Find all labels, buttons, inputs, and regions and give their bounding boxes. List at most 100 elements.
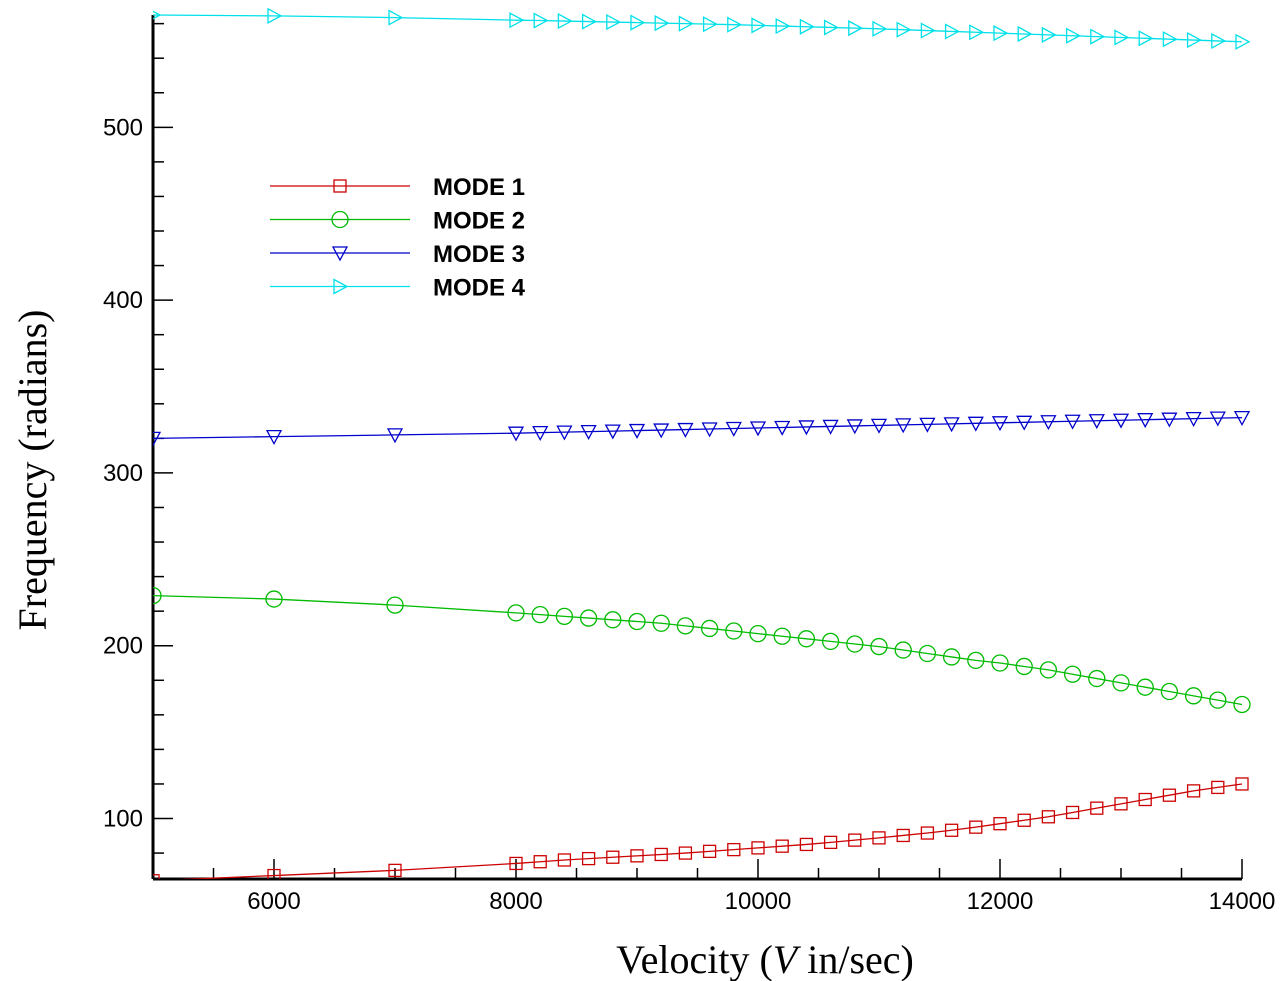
data-point (870, 637, 888, 656)
x-tick-label: 6000 (247, 888, 300, 915)
data-point (1184, 687, 1203, 705)
data-point (652, 614, 670, 632)
data-point (267, 7, 283, 24)
data-point (1112, 674, 1130, 692)
data-point (894, 641, 912, 659)
data-point (774, 420, 791, 436)
legend-item-3: MODE 3 (270, 241, 525, 268)
data-point (797, 630, 816, 648)
data-point (555, 607, 574, 625)
data-point (678, 846, 693, 860)
data-point (1233, 695, 1251, 714)
data-point (751, 841, 765, 855)
legend-item-2: MODE 2 (270, 208, 525, 235)
data-point (920, 22, 936, 39)
data-point (1136, 678, 1154, 696)
data-point (604, 611, 622, 629)
data-point (153, 586, 162, 605)
data-point (581, 851, 596, 866)
data-point (943, 417, 960, 433)
data-point (702, 844, 717, 859)
data-point (533, 855, 547, 869)
x-tick-label: 8000 (489, 888, 542, 915)
data-point (1209, 691, 1227, 709)
data-point (944, 23, 960, 40)
data-point (918, 644, 937, 663)
data-point (823, 835, 838, 850)
data-point (967, 651, 985, 670)
data-point (823, 19, 839, 36)
data-point (532, 426, 549, 442)
data-point (1138, 792, 1152, 807)
legend-label: MODE 3 (433, 241, 525, 268)
data-point (848, 833, 862, 847)
data-point (1039, 661, 1058, 679)
data-point (153, 431, 162, 447)
data-point (1137, 413, 1154, 429)
legend-label: MODE 1 (433, 174, 525, 201)
data-point (533, 12, 549, 29)
data-point (1160, 682, 1179, 701)
data-point (846, 635, 864, 653)
y-tick-label: 100 (103, 806, 143, 833)
data-point (727, 842, 741, 857)
data-point (557, 853, 572, 867)
data-point (265, 429, 283, 446)
data-point (1235, 33, 1251, 50)
axes: 100 200 300 400 500 6000 8000 10000 12000 14000 (103, 15, 1275, 915)
data-point (1114, 29, 1130, 46)
series-4 (153, 7, 1251, 50)
data-point (267, 868, 281, 879)
data-point (1162, 31, 1178, 48)
data-point (1040, 415, 1057, 431)
legend-label: MODE 2 (433, 208, 525, 235)
y-axis-title: Frequency (radians) (10, 310, 55, 631)
data-point (1041, 810, 1056, 824)
data-point (654, 847, 668, 862)
data-point (969, 820, 983, 834)
data-point (1065, 805, 1080, 820)
data-point (991, 654, 1009, 672)
series-line (153, 594, 1243, 706)
data-point (749, 421, 767, 437)
data-point (677, 422, 694, 438)
data-point (606, 13, 622, 31)
data-point (1211, 780, 1225, 795)
legend-item-4: MODE 4 (270, 275, 526, 302)
data-point (630, 14, 646, 31)
data-point (969, 24, 985, 41)
data-point (654, 15, 670, 32)
y-tick-label: 200 (103, 633, 143, 660)
data-point (1064, 414, 1081, 430)
legend-marker (333, 278, 349, 295)
legend-marker (331, 246, 349, 262)
x-axis-title-prefix: Velocity ( (616, 937, 773, 981)
data-point (604, 424, 621, 440)
series-line (153, 14, 1243, 43)
data-point (1114, 797, 1128, 811)
data-point (1088, 669, 1106, 688)
data-point (846, 419, 863, 435)
data-point (848, 20, 864, 37)
data-point (1090, 28, 1106, 45)
data-point (799, 837, 814, 852)
data-point (653, 423, 670, 439)
data-point (1235, 777, 1249, 791)
data-point (1185, 412, 1202, 428)
data-point (799, 18, 815, 35)
data-point (991, 416, 1009, 432)
data-point (700, 619, 719, 638)
data-point (1209, 411, 1226, 427)
x-tick-label: 10000 (725, 888, 792, 915)
data-point (896, 828, 910, 843)
x-axis-title-var: V (773, 937, 802, 981)
data-point (1112, 413, 1130, 429)
data-point (1041, 26, 1057, 43)
y-tick-label: 400 (103, 287, 143, 314)
data-point (727, 16, 743, 33)
data-point (1017, 25, 1033, 43)
data-point (628, 423, 646, 439)
data-point (749, 624, 767, 643)
data-point (386, 596, 404, 614)
